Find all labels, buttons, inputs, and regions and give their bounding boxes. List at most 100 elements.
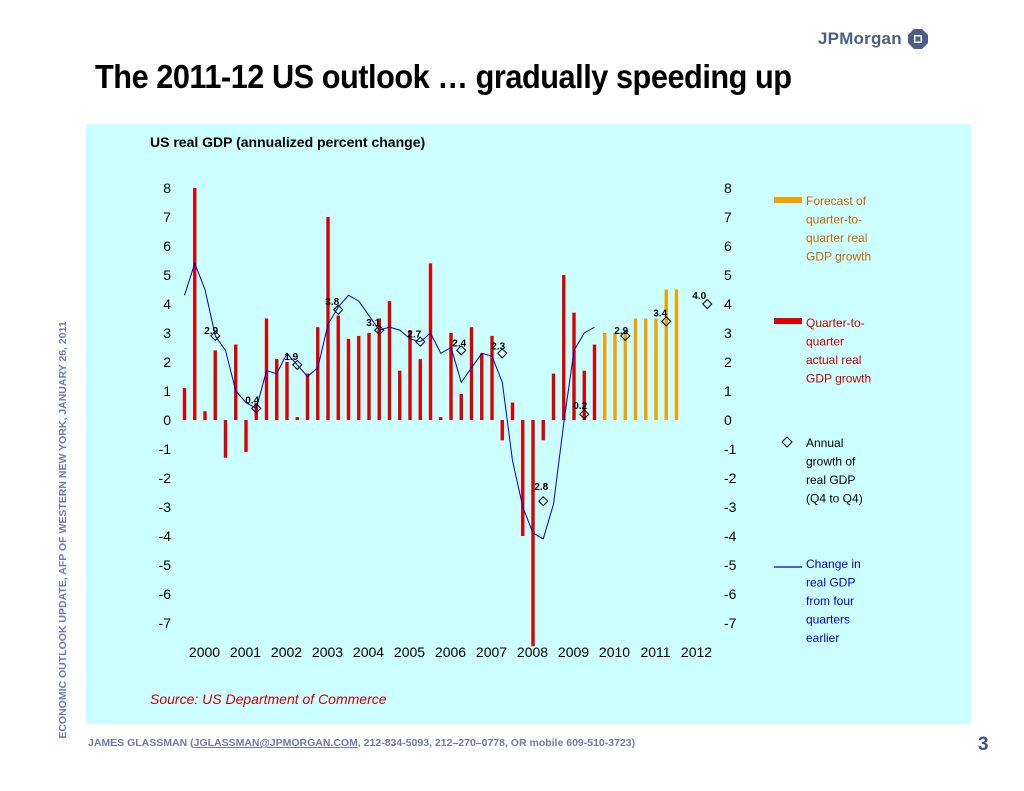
- vertical-sidebar-text: ECONOMIC OUTLOOK UPDATE, AFP OF WESTERN …: [57, 321, 69, 739]
- bar-forecast: [623, 333, 627, 420]
- bar-actual: [562, 275, 566, 420]
- legend-line: (Q4 to Q4): [806, 492, 863, 506]
- chart-panel: US real GDP (annualized percent change) …: [86, 124, 971, 724]
- y-tick-left: 6: [163, 238, 171, 254]
- bar-actual: [387, 301, 392, 420]
- x-tick-label: 2003: [312, 644, 343, 660]
- annual-growth-marker: [333, 304, 344, 316]
- bar-actual: [223, 420, 228, 458]
- bar-actual: [480, 353, 484, 420]
- footer-suffix: , 212-834-5093, 212–270–0778, OR mobile …: [357, 737, 636, 749]
- bar-actual: [439, 417, 443, 420]
- bar-actual: [572, 312, 576, 420]
- jpmorgan-logo: JPMorgan: [818, 28, 929, 50]
- annual-growth-marker: [210, 330, 221, 342]
- legend-annual-label: Annual growth of real GDP (Q4 to Q4): [806, 436, 863, 506]
- x-tick-label: 2011: [640, 644, 670, 660]
- annual-growth-marker: [620, 330, 631, 342]
- bar-actual: [398, 370, 402, 420]
- annual-growth-marker: [702, 298, 713, 310]
- y-tick-left: -3: [159, 499, 172, 515]
- legend-line: Forecast of: [806, 194, 867, 208]
- annual-growth-marker: [292, 359, 303, 371]
- y-tick-left: -7: [159, 615, 172, 631]
- page-title: The 2011-12 US outlook … gradually speed…: [95, 58, 792, 95]
- legend-line: growth of: [806, 455, 856, 469]
- y-tick-left: -6: [159, 586, 172, 602]
- logo-octagon-icon: [907, 29, 928, 49]
- legend-actual-label: Quarter-to-quarter actual real GDP growth: [806, 316, 871, 386]
- annual-growth-label: 3.8: [325, 297, 339, 308]
- x-tick-label: 2012: [681, 644, 712, 660]
- bar-actual: [336, 315, 340, 420]
- annual-growth-label: 0.2: [573, 401, 587, 412]
- y-axis-right: 8 7 6 5 4 3 2 1 0 -1 -2 -3 -4 -5 -6 -7: [724, 180, 737, 631]
- bar-actual: [295, 417, 299, 420]
- bar-forecast: [603, 333, 607, 420]
- bar-forecast: [633, 318, 638, 420]
- legend-line: quarter real: [806, 231, 867, 245]
- footer-prefix: JAMES GLASSMAN (: [88, 737, 194, 749]
- annual-growth-marker: [415, 336, 426, 347]
- chart-source: Source: US Department of Commerce: [150, 691, 387, 707]
- legend-annual-marker: [781, 436, 793, 448]
- y-tick-right: -5: [724, 557, 737, 573]
- legend: Forecast of quarter-to-quarter real GDP gr…: [774, 194, 871, 645]
- annual-growth-marker: [538, 495, 549, 507]
- x-tick-label: 2007: [476, 644, 507, 660]
- annual-growth-label: 2.8: [534, 482, 548, 493]
- bar-actual: [193, 188, 197, 420]
- bar-forecast: [613, 333, 617, 420]
- bar-actual: [582, 370, 586, 420]
- y-tick-right: 8: [724, 180, 732, 196]
- y-tick-right: 5: [724, 267, 732, 283]
- y-tick-left: 4: [163, 296, 171, 312]
- y-tick-left: 1: [163, 383, 171, 399]
- y-tick-left: 8: [163, 180, 171, 196]
- line-group: [184, 261, 595, 540]
- legend-line: real GDP: [806, 576, 855, 590]
- y-axis-left: 8 7 6 5 4 3 2 1 0 -1 -2 -3 -4 -5 -6 -7: [159, 180, 172, 631]
- y-tick-left: -1: [159, 441, 172, 457]
- annual-growth-marker: [579, 408, 590, 420]
- y-tick-left: 7: [163, 209, 171, 225]
- logo-text: JPMorgan: [818, 29, 902, 48]
- y-tick-left: -4: [159, 528, 172, 544]
- bar-actual: [408, 330, 412, 420]
- annual-growth-marker: [251, 403, 262, 414]
- bar-forecast: [654, 318, 658, 420]
- annual-growth-marker: [374, 324, 385, 336]
- annual-growth-label: 2.9: [204, 326, 218, 337]
- bar-actual: [244, 420, 248, 452]
- bar-actual: [490, 335, 494, 420]
- annual-growth-label: 1.9: [284, 352, 298, 363]
- x-tick-label: 2010: [599, 644, 630, 660]
- legend-line-label: Change in real GDP from four quarters earlie…: [806, 557, 861, 645]
- legend-line: Quarter-to-: [806, 316, 865, 330]
- bar-actual: [459, 393, 463, 420]
- bar-actual: [264, 318, 269, 420]
- bar-actual: [305, 373, 310, 420]
- bar-actual: [592, 344, 597, 420]
- bar-actual: [449, 333, 453, 420]
- bar-actual: [285, 362, 289, 420]
- y-tick-left: -5: [159, 557, 172, 573]
- bar-actual: [234, 344, 238, 420]
- x-tick-label: 2005: [394, 644, 425, 660]
- legend-line: quarter: [806, 335, 844, 349]
- legend-forecast-swatch: [774, 197, 802, 203]
- gdp-chart: US real GDP (annualized percent change) …: [150, 134, 871, 707]
- legend-line: quarter-to-: [806, 213, 862, 227]
- bar-actual: [521, 420, 525, 536]
- annual-growth-label: 2.7: [407, 330, 421, 341]
- y-tick-right: -1: [724, 441, 737, 457]
- bar-forecast: [644, 318, 648, 420]
- line-four-quarter-change: [184, 261, 595, 540]
- bar-actual: [275, 359, 279, 420]
- footer-email-link[interactable]: JGLASSMAN@JPMORGAN.COM: [193, 737, 358, 749]
- y-tick-right: -3: [724, 499, 737, 515]
- legend-line: real GDP: [806, 473, 855, 487]
- legend-line: actual real: [806, 353, 861, 367]
- y-tick-right: -4: [724, 528, 737, 544]
- annual-growth-label: 3.1: [366, 318, 380, 329]
